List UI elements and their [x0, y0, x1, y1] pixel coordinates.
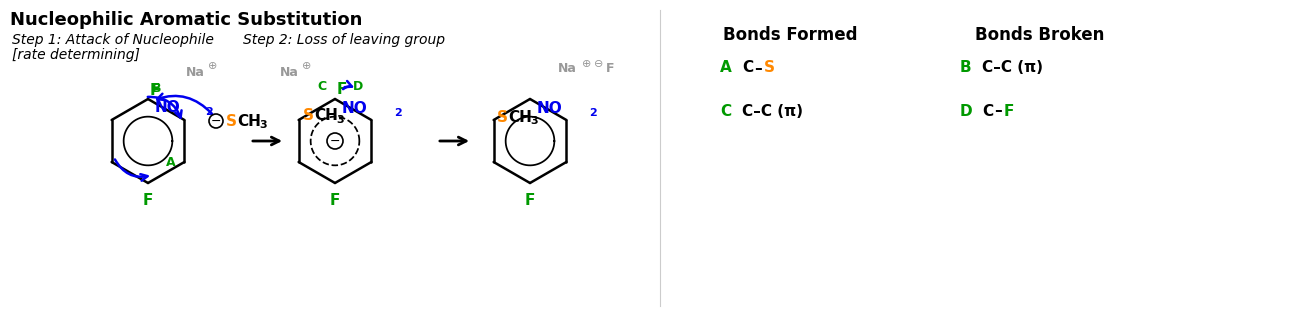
Text: ⊕: ⊕: [582, 59, 592, 69]
Text: –: –: [754, 60, 762, 76]
Text: 2: 2: [589, 108, 597, 118]
Text: S: S: [226, 113, 237, 129]
Text: C: C: [982, 104, 994, 118]
Text: F: F: [143, 193, 153, 208]
Text: F: F: [524, 193, 535, 208]
Text: C–C (π): C–C (π): [742, 104, 803, 118]
Text: ⊕: ⊕: [303, 61, 312, 71]
Text: S: S: [764, 60, 775, 76]
Text: B: B: [153, 82, 162, 95]
Text: CH: CH: [237, 113, 261, 129]
Text: C: C: [720, 104, 732, 118]
Text: F: F: [330, 193, 340, 208]
Text: C: C: [318, 80, 327, 93]
Text: F: F: [150, 83, 160, 98]
Text: Na: Na: [280, 66, 299, 80]
Text: CH: CH: [509, 110, 532, 125]
Text: C–C (π): C–C (π): [982, 60, 1043, 76]
Text: C: C: [742, 60, 754, 76]
Text: 3: 3: [531, 116, 539, 126]
Text: B: B: [960, 60, 971, 76]
Text: Na: Na: [558, 63, 576, 76]
Text: Step 2: Loss of leaving group: Step 2: Loss of leaving group: [243, 33, 445, 47]
Text: 3: 3: [336, 115, 344, 125]
Text: S: S: [303, 108, 314, 124]
Text: F: F: [1004, 104, 1015, 118]
Text: S: S: [497, 110, 507, 125]
Text: Nucleophilic Aromatic Substitution: Nucleophilic Aromatic Substitution: [10, 11, 363, 29]
Text: NO: NO: [342, 101, 368, 116]
Text: D: D: [960, 104, 973, 118]
Text: Step 1: Attack of Nucleophile: Step 1: Attack of Nucleophile: [12, 33, 214, 47]
Text: −: −: [211, 114, 222, 127]
Text: Bonds Formed: Bonds Formed: [722, 26, 857, 44]
Text: −: −: [330, 135, 340, 148]
Text: ⊕: ⊕: [209, 61, 218, 71]
Text: –: –: [994, 104, 1001, 118]
Text: CH: CH: [314, 108, 339, 124]
Text: NO: NO: [155, 100, 180, 115]
Text: A: A: [720, 60, 732, 76]
Text: 2: 2: [394, 108, 402, 118]
Text: [rate determining]: [rate determining]: [12, 48, 140, 62]
Text: 3: 3: [259, 120, 266, 130]
Text: Na: Na: [186, 66, 205, 80]
Text: NO: NO: [537, 101, 562, 116]
Text: D: D: [353, 80, 364, 93]
Text: 2: 2: [205, 107, 213, 117]
Text: F: F: [606, 63, 614, 76]
Text: F: F: [336, 82, 347, 97]
Text: ⊖: ⊖: [595, 59, 604, 69]
Text: Bonds Broken: Bonds Broken: [975, 26, 1104, 44]
Text: A: A: [166, 156, 176, 169]
